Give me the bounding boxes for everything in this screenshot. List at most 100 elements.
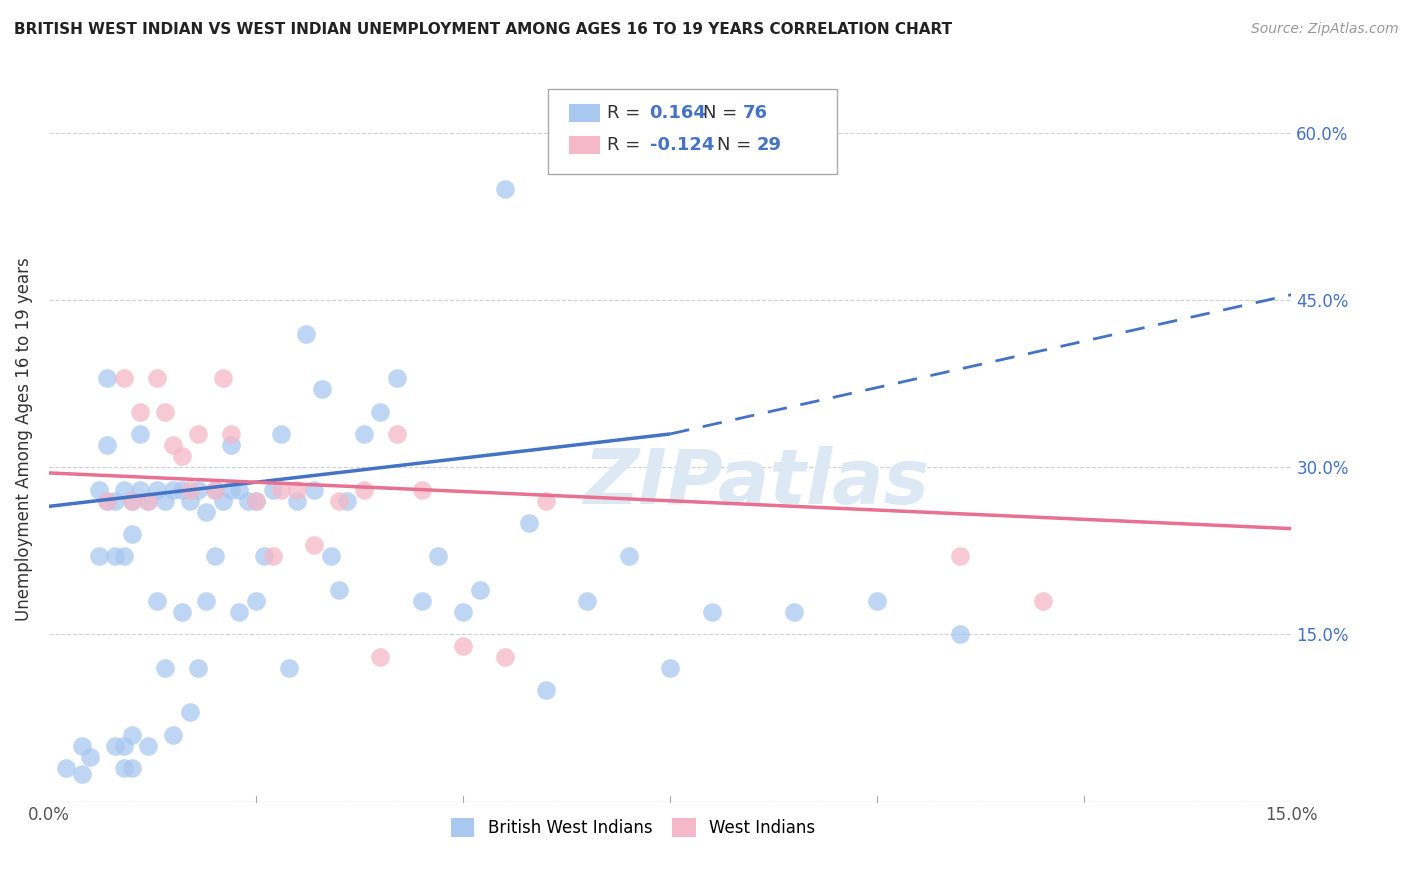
Point (212, 371, 235, 385)
Point (253, 549, 276, 564)
Point (112, 761, 135, 775)
Y-axis label: Unemployment Among Ages 16 to 19 years: Unemployment Among Ages 16 to 19 years (15, 258, 32, 622)
Point (311, 383, 333, 397)
Point (212, 493, 235, 508)
Point (866, 594, 889, 608)
Text: R =: R = (607, 104, 647, 122)
Point (245, 493, 267, 508)
Point (170, 449, 193, 463)
Point (576, 594, 599, 608)
Text: N =: N = (717, 136, 756, 154)
Point (228, 605, 250, 619)
Point (534, 683, 557, 698)
Point (204, 483, 226, 497)
Point (219, 483, 242, 497)
Point (112, 739, 135, 753)
Point (228, 483, 250, 497)
Point (112, 549, 135, 564)
Point (236, 493, 259, 508)
Point (153, 661, 176, 675)
Point (170, 483, 193, 497)
Point (195, 594, 218, 608)
Point (96, 371, 118, 385)
Point (245, 493, 267, 508)
Point (353, 426, 375, 441)
Point (270, 426, 292, 441)
Point (104, 493, 127, 508)
Point (451, 605, 474, 619)
Point (96, 493, 118, 508)
Point (145, 594, 167, 608)
Point (245, 594, 267, 608)
Point (494, 182, 516, 196)
Point (385, 426, 408, 441)
Point (328, 493, 350, 508)
Point (121, 493, 143, 508)
Point (187, 483, 209, 497)
Point (278, 661, 301, 675)
Text: 0.164: 0.164 (650, 104, 706, 122)
Point (368, 404, 391, 418)
Point (145, 371, 167, 385)
Point (162, 483, 184, 497)
Point (87, 483, 110, 497)
Point (468, 582, 491, 597)
Text: ZIPatlas: ZIPatlas (583, 446, 931, 520)
Point (112, 483, 135, 497)
Point (219, 426, 242, 441)
Point (96, 438, 118, 452)
Point (534, 493, 557, 508)
Point (112, 371, 135, 385)
Point (494, 649, 516, 664)
Point (129, 483, 152, 497)
Point (55, 761, 77, 775)
Point (319, 549, 342, 564)
Text: N =: N = (703, 104, 742, 122)
Point (187, 661, 209, 675)
Point (121, 761, 143, 775)
Point (204, 483, 226, 497)
Point (451, 639, 474, 653)
Point (179, 493, 201, 508)
Point (659, 661, 682, 675)
Text: Source: ZipAtlas.com: Source: ZipAtlas.com (1251, 22, 1399, 37)
Point (336, 493, 359, 508)
Point (179, 483, 201, 497)
Point (70, 766, 93, 780)
Point (294, 326, 316, 341)
Point (700, 605, 723, 619)
Point (187, 426, 209, 441)
Point (153, 404, 176, 418)
Point (121, 493, 143, 508)
Point (138, 493, 160, 508)
Point (121, 527, 143, 541)
Legend: British West Indians, West Indians: British West Indians, West Indians (444, 812, 821, 844)
Point (411, 483, 433, 497)
Point (79, 750, 101, 764)
Point (104, 549, 127, 564)
Point (129, 404, 152, 418)
Point (179, 706, 201, 720)
Point (204, 549, 226, 564)
Point (153, 493, 176, 508)
Point (162, 728, 184, 742)
Point (411, 594, 433, 608)
Text: -0.124: -0.124 (650, 136, 714, 154)
Text: BRITISH WEST INDIAN VS WEST INDIAN UNEMPLOYMENT AMONG AGES 16 TO 19 YEARS CORREL: BRITISH WEST INDIAN VS WEST INDIAN UNEMP… (14, 22, 952, 37)
Point (96, 493, 118, 508)
Point (195, 505, 218, 519)
Text: 29: 29 (756, 136, 782, 154)
Point (70, 739, 93, 753)
Point (783, 605, 806, 619)
Point (219, 438, 242, 452)
Point (145, 483, 167, 497)
Point (162, 438, 184, 452)
Point (949, 549, 972, 564)
Point (302, 483, 325, 497)
Point (138, 493, 160, 508)
Point (427, 549, 450, 564)
Point (368, 649, 391, 664)
Point (617, 549, 640, 564)
Point (949, 627, 972, 641)
Point (129, 426, 152, 441)
